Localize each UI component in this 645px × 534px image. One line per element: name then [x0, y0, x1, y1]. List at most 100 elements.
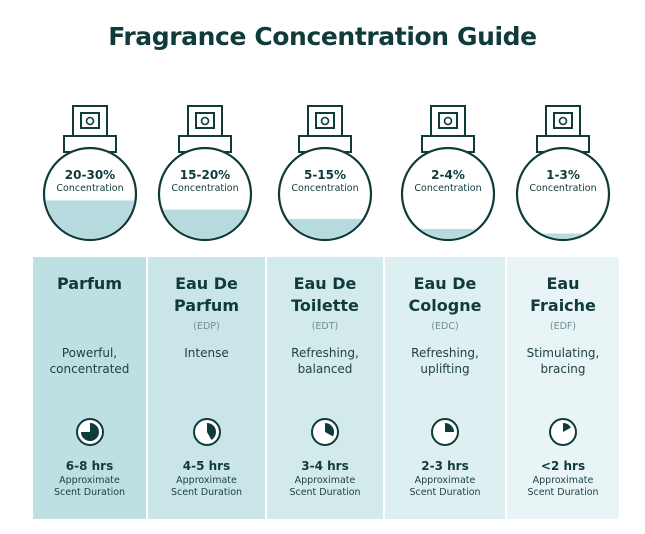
bottle-row: 20-30% Concentration 15-20% Concentration 5-…	[0, 100, 645, 250]
duration-caption-line2: Scent Duration	[53, 487, 126, 498]
bottle-icon	[42, 105, 138, 242]
liquid-fill	[45, 200, 135, 239]
perfume-bottle: 2-4% Concentration	[388, 100, 508, 250]
concentration-label: Concentration	[171, 183, 239, 194]
fragrance-column: Eau Fraiche (EDF) Stimulating, bracing <2 hrs…	[507, 257, 619, 519]
description-line2: concentrated	[49, 362, 130, 376]
liquid-fill	[518, 233, 608, 239]
concentration-percent: 20-30%	[64, 168, 116, 182]
duration-caption-line2: Scent Duration	[170, 487, 243, 498]
description-line2: bracing	[540, 362, 586, 376]
fragrance-abbreviation: (EDP)	[193, 321, 220, 332]
fragrance-column: Eau De Toilette (EDT) Refreshing, balanced 3-…	[267, 257, 383, 519]
clock-five-twelfths-icon	[192, 418, 221, 446]
clock-wedge	[80, 423, 99, 441]
fragrance-name: Eau De Parfum	[148, 273, 265, 317]
bottle-icon	[400, 105, 496, 242]
clock-quarter-icon	[431, 418, 459, 446]
description-line2: uplifting	[420, 362, 470, 376]
scent-duration: 6-8 hrs	[65, 459, 114, 473]
fragrance-abbreviation: (EDC)	[431, 321, 459, 332]
fragrance-name-line1: Eau	[546, 274, 580, 293]
clock-one-sixth-icon	[549, 418, 577, 446]
description-line1: Refreshing,	[411, 346, 479, 360]
concentration-label: Concentration	[529, 183, 597, 194]
bottle-body	[515, 146, 611, 242]
duration-caption-line1: Approximate	[59, 475, 120, 486]
duration-caption: Approximate Scent Duration	[33, 475, 146, 499]
duration-caption-line2: Scent Duration	[289, 487, 361, 498]
fragrance-name-line2: Toilette	[291, 296, 359, 315]
fragrance-name: Eau Fraiche	[507, 273, 619, 317]
fragrance-column: Eau De Cologne (EDC) Refreshing, uplifting 2-…	[385, 257, 505, 519]
perfume-bottle: 1-3% Concentration	[503, 100, 623, 250]
duration-caption-line1: Approximate	[532, 475, 594, 486]
clock-wedge	[325, 423, 335, 437]
nozzle-dot	[558, 116, 568, 126]
concentration-percent: 1-3%	[546, 168, 580, 182]
concentration-table: Parfum Powerful, concentrated 6-8 hrs Approx…	[33, 257, 619, 519]
bottle-icon	[277, 105, 373, 242]
fragrance-description: Intense	[148, 345, 265, 361]
description-line1: Powerful,	[61, 346, 118, 360]
fragrance-description: Refreshing, balanced	[267, 345, 383, 377]
bottle-body	[400, 146, 496, 242]
clock-one-third-icon	[311, 418, 339, 446]
fragrance-description: Refreshing, uplifting	[385, 345, 505, 377]
duration-caption: Approximate Scent Duration	[267, 475, 383, 499]
fragrance-name-line1: Parfum	[56, 274, 122, 293]
fragrance-name: Eau De Toilette	[267, 273, 383, 317]
fragrance-name-line1: Eau De	[293, 274, 357, 293]
clock-wedge	[206, 423, 216, 440]
fragrance-description: Powerful, concentrated	[33, 345, 146, 377]
duration-caption-line1: Approximate	[176, 475, 237, 486]
bottle-icon	[515, 105, 611, 242]
fragrance-column: Eau De Parfum (EDP) Intense 4-5 hrs Approxima…	[148, 257, 265, 519]
fragrance-name-line1: Eau De	[413, 274, 477, 293]
duration-caption-line1: Approximate	[294, 475, 356, 486]
fragrance-name-line1: Eau De	[175, 274, 238, 293]
fragrance-name: Parfum	[33, 273, 146, 295]
perfume-bottle: 15-20% Concentration	[145, 100, 265, 250]
fragrance-name: Eau De Cologne	[385, 273, 505, 317]
concentration-percent: 15-20%	[179, 168, 231, 182]
duration-caption-line2: Scent Duration	[527, 487, 599, 498]
liquid-fill	[403, 228, 493, 239]
bottle-icon	[157, 105, 253, 242]
bottle-body	[277, 146, 373, 242]
fragrance-description: Stimulating, bracing	[507, 345, 619, 377]
concentration-label: Concentration	[291, 183, 359, 194]
clock-three-quarter-icon	[75, 418, 104, 446]
nozzle-dot	[200, 116, 210, 126]
description-line1: Intense	[184, 346, 229, 360]
concentration-percent: 2-4%	[431, 168, 465, 182]
nozzle-dot	[443, 116, 453, 126]
scent-duration: 2-3 hrs	[421, 459, 469, 473]
concentration-label: Concentration	[414, 183, 482, 194]
scent-duration: 3-4 hrs	[301, 459, 349, 473]
description-line1: Refreshing,	[291, 346, 359, 360]
scent-duration: 4-5 hrs	[182, 459, 231, 473]
duration-caption-line1: Approximate	[414, 475, 476, 486]
perfume-bottle: 20-30% Concentration	[30, 100, 150, 250]
duration-caption-line2: Scent Duration	[409, 487, 481, 498]
fragrance-abbreviation: (EDF)	[549, 321, 577, 332]
clock-wedge	[445, 423, 454, 432]
concentration-percent: 5-15%	[303, 168, 347, 182]
duration-caption: Approximate Scent Duration	[507, 475, 619, 499]
fragrance-name-line2: Parfum	[173, 296, 239, 315]
page-title: Fragrance Concentration Guide	[108, 22, 537, 51]
description-line1: Stimulating,	[526, 346, 600, 360]
liquid-fill	[280, 218, 370, 239]
nozzle-dot	[85, 116, 95, 126]
duration-caption: Approximate Scent Duration	[148, 475, 265, 499]
fragrance-name-line2: Fraiche	[530, 296, 596, 315]
clock-wedge	[563, 423, 571, 432]
fragrance-name-line2: Cologne	[408, 296, 482, 315]
scent-duration: <2 hrs	[540, 459, 586, 473]
nozzle-dot	[320, 116, 330, 126]
perfume-bottle: 5-15% Concentration	[265, 100, 385, 250]
duration-caption: Approximate Scent Duration	[385, 475, 505, 499]
concentration-label: Concentration	[56, 183, 124, 194]
fragrance-column: Parfum Powerful, concentrated 6-8 hrs Approx…	[33, 257, 146, 519]
